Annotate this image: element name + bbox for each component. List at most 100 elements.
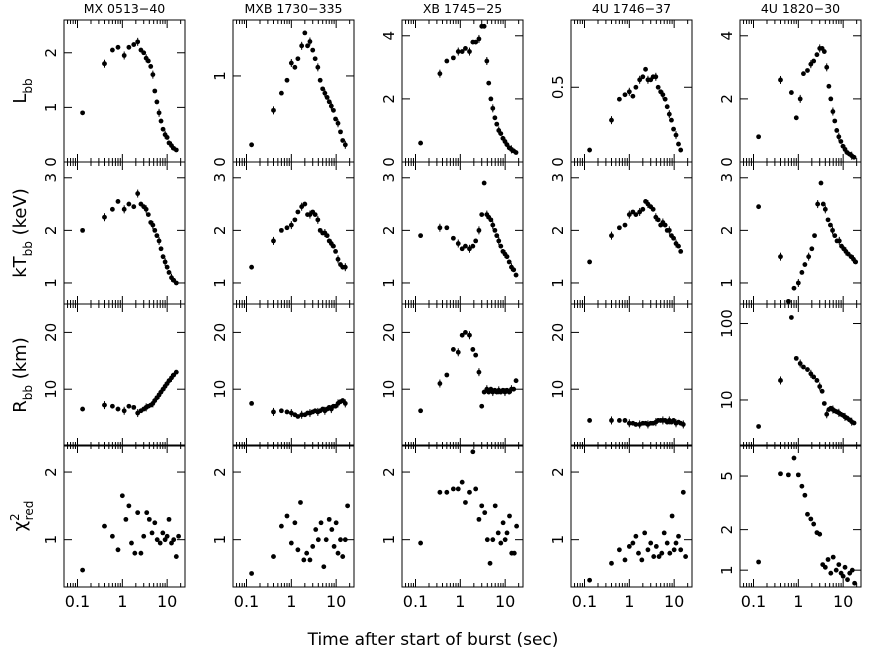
data-point xyxy=(115,406,121,412)
data-point xyxy=(315,537,321,543)
data-point xyxy=(799,483,805,489)
data-point xyxy=(141,533,147,539)
data-point xyxy=(676,141,681,147)
data-point xyxy=(799,270,805,275)
data-point xyxy=(135,510,141,516)
data-point xyxy=(662,222,668,228)
data-point xyxy=(249,571,255,576)
data-point xyxy=(278,227,284,233)
panel-frame xyxy=(232,19,355,163)
data-point xyxy=(651,554,657,559)
data-point xyxy=(278,408,284,414)
data-point xyxy=(664,104,670,110)
data-point xyxy=(131,404,137,410)
data-point xyxy=(492,115,498,121)
data-point xyxy=(80,567,86,573)
data-point xyxy=(853,259,859,265)
data-point xyxy=(302,30,308,36)
data-point xyxy=(793,355,799,361)
data-point xyxy=(487,560,493,566)
data-point xyxy=(463,46,468,51)
y-tick-label: 1 xyxy=(718,565,736,575)
y-tick-label: 3 xyxy=(380,173,398,183)
data-point xyxy=(511,550,517,556)
data-point xyxy=(826,83,832,89)
data-point xyxy=(511,267,517,273)
data-point xyxy=(650,206,656,212)
data-point xyxy=(616,96,622,102)
data-point xyxy=(805,511,810,517)
data-point xyxy=(324,95,330,100)
data-point xyxy=(145,212,151,217)
column-title: 4U 1746−37 xyxy=(592,1,671,16)
data-point xyxy=(467,489,472,495)
data-point xyxy=(656,554,662,559)
data-point xyxy=(173,280,179,286)
data-point xyxy=(80,110,86,116)
data-point xyxy=(785,472,791,478)
data-point xyxy=(645,547,651,553)
data-point xyxy=(320,86,326,92)
y-tick-label: 2 xyxy=(42,467,60,477)
y-tick-label: 3 xyxy=(42,173,60,183)
data-point xyxy=(676,533,681,539)
data-point xyxy=(154,537,160,543)
data-point xyxy=(756,559,762,565)
y-tick-label: 1 xyxy=(42,278,60,288)
data-point xyxy=(152,88,158,94)
data-point xyxy=(492,503,498,509)
data-point xyxy=(678,249,684,254)
data-point xyxy=(331,243,336,249)
data-point xyxy=(825,217,831,223)
data-point xyxy=(680,489,686,495)
data-point xyxy=(418,140,424,146)
data-point xyxy=(481,180,487,186)
data-point xyxy=(832,118,838,124)
data-point xyxy=(109,533,115,539)
data-point xyxy=(506,259,512,265)
data-point xyxy=(329,527,335,532)
data-point xyxy=(671,126,676,132)
data-point xyxy=(160,530,166,536)
data-point xyxy=(345,503,351,509)
panel-frame xyxy=(232,444,355,588)
data-point xyxy=(295,56,301,62)
y-tick-label: 2 xyxy=(211,226,229,236)
data-point xyxy=(476,516,482,522)
y-tick-label: 1 xyxy=(549,278,567,288)
data-point xyxy=(418,540,424,546)
data-point xyxy=(132,550,138,556)
data-point xyxy=(284,513,290,519)
data-point xyxy=(152,227,158,233)
data-point xyxy=(173,369,179,375)
data-point xyxy=(473,486,479,492)
data-point xyxy=(633,212,639,217)
x-tick-label: 1 xyxy=(455,592,465,611)
data-point xyxy=(791,285,797,291)
data-point xyxy=(158,246,164,252)
data-point xyxy=(662,96,668,102)
data-point xyxy=(502,537,508,543)
data-point xyxy=(622,92,628,98)
data-point xyxy=(486,80,492,86)
data-point xyxy=(292,64,298,70)
data-point xyxy=(514,523,520,529)
data-point xyxy=(126,201,132,207)
data-point xyxy=(171,537,177,543)
data-point xyxy=(141,50,147,56)
data-point xyxy=(825,557,831,562)
data-point xyxy=(616,547,622,553)
data-point xyxy=(459,246,465,252)
data-point xyxy=(788,315,794,320)
data-point xyxy=(307,557,313,563)
data-point xyxy=(160,126,166,132)
y-tick-label: 0.5 xyxy=(549,75,567,99)
data-point xyxy=(321,564,327,570)
data-point xyxy=(455,486,461,492)
y-tick-label: 2 xyxy=(380,226,398,236)
data-point xyxy=(500,520,506,526)
data-point xyxy=(138,550,144,556)
panel-frame xyxy=(232,303,355,447)
data-point xyxy=(494,121,500,127)
